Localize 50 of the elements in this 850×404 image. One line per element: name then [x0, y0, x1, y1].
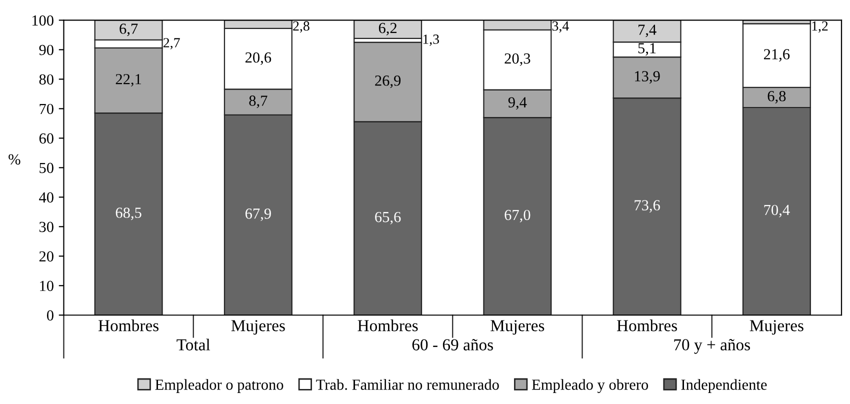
data-label: 5,1 — [638, 43, 656, 56]
legend-label: Trab. Familiar no remunerado — [316, 379, 499, 390]
data-label: 70,4 — [764, 204, 790, 218]
y-tick-label: 80 — [39, 74, 54, 85]
data-label: 1,3 — [423, 34, 439, 46]
data-label: 1,2 — [812, 21, 828, 33]
x-tick-label: Hombres — [616, 320, 678, 332]
y-tick-label: 90 — [39, 44, 54, 56]
data-label: 7,4 — [638, 24, 656, 38]
data-label: 3,4 — [552, 21, 569, 33]
legend-label: Independiente — [681, 379, 767, 393]
data-label: 9,4 — [508, 97, 527, 110]
data-label: 20,6 — [245, 52, 272, 65]
text: 70 y + años — [674, 339, 750, 354]
data-label: 6,8 — [768, 90, 786, 104]
data-label: 67,9 — [245, 208, 271, 222]
x-tick-label: Mujeres — [231, 320, 285, 335]
x-tick-label: Mujeres — [750, 320, 804, 335]
text: Total — [176, 338, 210, 350]
y-axis-title: % — [8, 154, 20, 165]
x-tick-label: Hombres — [98, 320, 159, 332]
y-tick-label: 30 — [39, 222, 54, 232]
y-tick-label: 70 — [40, 104, 54, 114]
data-label: 6,2 — [378, 22, 397, 36]
data-label: 2,7 — [164, 38, 180, 50]
legend-label: Empleador o patrono — [155, 379, 284, 393]
x-tick-label: Mujeres — [490, 320, 544, 335]
bar — [354, 20, 422, 40]
data-label: 13,9 — [635, 71, 660, 84]
y-tick-label: 20 — [39, 251, 54, 262]
y-tick-label: 50 — [40, 162, 54, 174]
text: 60 - 69 años — [412, 339, 493, 350]
data-label: 8,7 — [249, 96, 268, 108]
data-label: 22,1 — [116, 74, 142, 87]
data-label: 20,3 — [504, 53, 530, 66]
data-label: 6,7 — [120, 24, 138, 36]
y-tick-label: 10 — [40, 280, 54, 292]
data-label: 26,9 — [375, 76, 401, 88]
legend-label: Empleado y obrero — [532, 379, 648, 393]
y-tick-label: 40 — [39, 192, 54, 203]
x-tick-label: Hombres — [358, 320, 418, 332]
y-tick-label: 0 — [46, 310, 54, 321]
y-tick-label: 100 — [32, 15, 54, 26]
data-label: 73,6 — [634, 200, 660, 213]
y-tick-label: 60 — [39, 133, 54, 144]
data-label: 68,5 — [116, 208, 142, 220]
data-label: 21,6 — [764, 49, 790, 62]
data-label: 67,0 — [504, 210, 530, 222]
data-label: 2,8 — [293, 21, 310, 33]
data-label: 65,6 — [375, 212, 401, 224]
